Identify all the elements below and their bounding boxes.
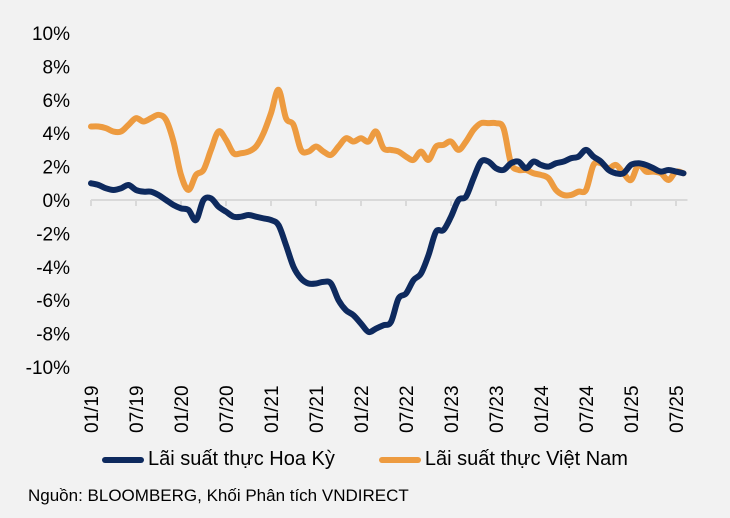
legend-label-us: Lãi suất thực Hoa Kỳ: [148, 448, 335, 470]
x-tick-label: 01/23: [442, 385, 463, 433]
x-tick-label: 07/25: [667, 385, 688, 433]
y-tick-label: 2%: [43, 158, 71, 179]
x-tick-label: 07/19: [127, 385, 148, 433]
series-line-vn-real-rate: [88, 86, 687, 199]
y-tick-label: -4%: [36, 258, 70, 279]
y-tick-label: -2%: [36, 224, 70, 245]
y-tick-label: -10%: [26, 358, 70, 379]
legend-swatch-us: [102, 456, 145, 463]
y-axis: 10% 8% 6% 4% 2% 0% -2% -4% -6% -8% -10%: [26, 24, 70, 379]
legend-item-vn: Lãi suất thực Việt Nam: [378, 448, 628, 471]
series-lines: [88, 86, 687, 336]
y-tick-label: 4%: [43, 124, 71, 145]
legend: Lãi suất thực Hoa Kỳ Lãi suất thực Việt …: [0, 448, 730, 471]
y-tick-label: 0%: [43, 191, 71, 212]
series-line-us-real-rate: [88, 146, 687, 336]
legend-label-vn: Lãi suất thực Việt Nam: [424, 448, 628, 470]
x-tick-label: 07/23: [487, 385, 508, 433]
x-axis: 01/19 07/19 01/20 07/20 01/21 07/21 01/22 07/22…: [82, 199, 688, 433]
x-tick-label: 07/20: [217, 385, 238, 433]
y-tick-label: 8%: [43, 57, 71, 78]
x-tick-label: 01/19: [82, 385, 103, 433]
y-tick-label: 10%: [32, 24, 70, 45]
y-tick-label: -8%: [36, 325, 70, 346]
source-note: Nguồn: BLOOMBERG, Khối Phân tích VNDIREC…: [28, 486, 409, 505]
x-tick-label: 07/22: [397, 385, 418, 433]
x-tick-label: 01/24: [532, 385, 553, 433]
x-tick-label: 01/20: [172, 385, 193, 433]
x-tick-label: 07/21: [307, 385, 328, 433]
x-tick-label: 01/21: [262, 385, 283, 433]
legend-item-us: Lãi suất thực Hoa Kỳ: [102, 448, 335, 471]
y-tick-label: -6%: [36, 291, 70, 312]
x-tick-label: 01/25: [622, 385, 643, 433]
x-tick-label: 07/24: [577, 385, 598, 433]
x-tick-label: 01/22: [352, 385, 373, 433]
legend-swatch-vn: [378, 456, 421, 463]
y-tick-label: 6%: [43, 91, 71, 112]
